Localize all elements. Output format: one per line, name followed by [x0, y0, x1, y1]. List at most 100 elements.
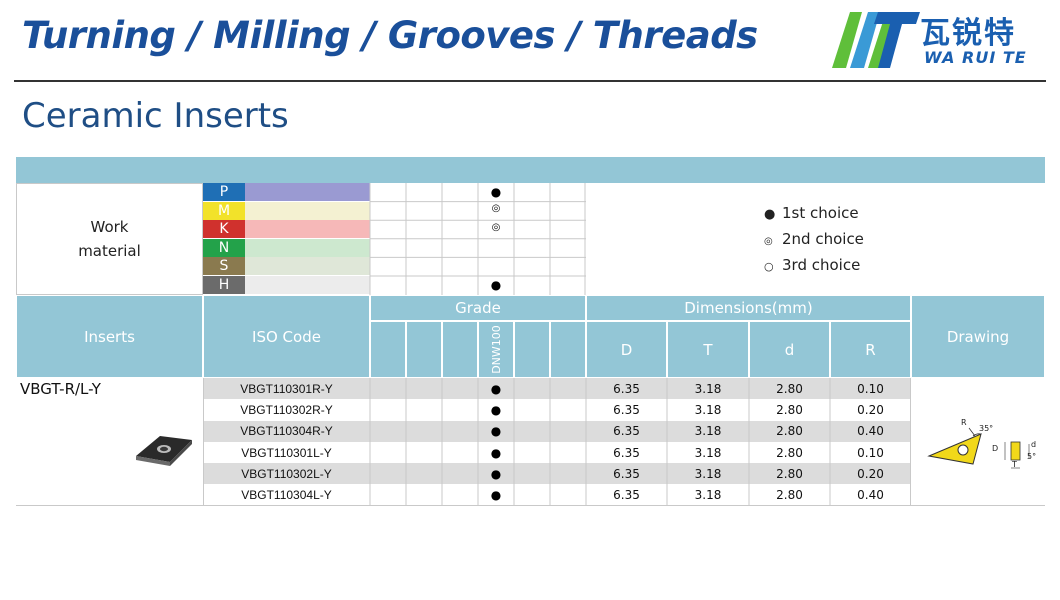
- grade-col-1: [370, 321, 406, 378]
- work-material-label-line2: material: [78, 242, 141, 260]
- drawing-label-d-upper: D: [992, 444, 999, 453]
- drawing-label-t: T: [1012, 460, 1017, 469]
- logo-chinese-text: 瓦锐特: [920, 16, 1016, 51]
- column-header-iso-code: ISO Code: [203, 295, 370, 378]
- iso-code-cell: VBGT110302R-Y: [240, 402, 333, 417]
- dim-d-lower-cell: 2.80: [776, 402, 803, 417]
- work-material-label-cell: Work material: [16, 183, 203, 295]
- header-divider: [14, 80, 1046, 82]
- drawing-label-angle: 35°: [979, 424, 994, 433]
- dim-d-lower-cell: 2.80: [776, 424, 803, 439]
- grade-col-dnw100: DNW100: [478, 321, 514, 378]
- material-band-n: [245, 238, 370, 257]
- dim-t-cell: 3.18: [694, 445, 722, 460]
- dim-d-lower-cell: 2.80: [776, 466, 803, 481]
- material-band-h: [245, 276, 370, 294]
- drawing-label-relief: 5°: [1027, 452, 1037, 461]
- material-mark-k: ◎: [491, 222, 501, 233]
- dim-d-upper-cell: 6.35: [613, 381, 640, 396]
- material-band-s: [245, 257, 370, 276]
- dim-d-upper-cell: 6.35: [613, 488, 640, 503]
- dim-d-upper-cell: 6.35: [613, 466, 640, 481]
- grade-mark-cell: ●: [490, 466, 502, 481]
- table-row: [203, 378, 911, 400]
- dim-d-upper-cell: 6.35: [613, 424, 640, 439]
- drawing-cell: R 35° D d 5° T: [911, 378, 1045, 506]
- logo-mark-icon: [832, 12, 920, 68]
- material-letter-n: N: [203, 238, 245, 257]
- legend-first-label: 1st choice: [782, 204, 859, 222]
- material-letter-m: M: [203, 201, 245, 220]
- material-letter-h: H: [203, 276, 245, 294]
- grade-mark-cell: ●: [490, 424, 502, 439]
- dim-r-cell: 0.40: [857, 488, 884, 503]
- dim-d-lower-cell: 2.80: [776, 381, 803, 396]
- section-title: Ceramic Inserts: [22, 96, 289, 136]
- material-rows: P M K N S H: [203, 183, 586, 295]
- grade-mark-cell: ●: [490, 402, 502, 417]
- insert-photo-icon: [136, 436, 192, 466]
- insert-family-cell: [16, 378, 203, 506]
- grade-mark-cell: ●: [490, 381, 502, 396]
- drawing-label-r: R: [961, 418, 967, 427]
- table-row: [203, 463, 911, 485]
- column-header-grade: Grade: [370, 295, 586, 321]
- material-mark-p: ●: [490, 185, 502, 199]
- dim-r-cell: 0.10: [857, 381, 884, 396]
- grade-col-6: [550, 321, 586, 378]
- material-mark-m: ◎: [491, 203, 501, 214]
- dim-t-cell: 3.18: [694, 424, 722, 439]
- table-row: [203, 420, 911, 442]
- grade-col-3: [442, 321, 478, 378]
- column-header-d-upper: D: [586, 321, 667, 378]
- dim-r-cell: 0.20: [857, 402, 884, 417]
- dim-d-lower-cell: 2.80: [776, 488, 803, 503]
- dim-d-upper-cell: 6.35: [613, 402, 640, 417]
- table-row: [203, 399, 911, 421]
- iso-code-cell: VBGT110302L-Y: [241, 466, 332, 481]
- legend-second-symbol: ◎: [764, 236, 773, 247]
- iso-code-cell: VBGT110304R-Y: [240, 424, 333, 439]
- legend-third-label: 3rd choice: [782, 256, 861, 274]
- company-logo: 瓦锐特 WA RUI TE: [828, 8, 1048, 70]
- iso-code-cell: VBGT110301R-Y: [240, 381, 333, 396]
- column-header-d-lower: d: [749, 321, 830, 378]
- legend-third-symbol: ○: [764, 260, 774, 273]
- table-top-bar: [16, 157, 1045, 183]
- material-mark-h: ●: [490, 278, 502, 292]
- dim-t-cell: 3.18: [694, 488, 722, 503]
- insert-family-label: VBGT-R/L-Y: [20, 380, 101, 398]
- column-header-drawing: Drawing: [911, 295, 1045, 378]
- dim-d-lower-cell: 2.80: [776, 445, 803, 460]
- insert-drawing-icon: [927, 427, 1030, 469]
- column-header-t: T: [667, 321, 749, 378]
- drawing-label-d-lower: d: [1031, 440, 1037, 449]
- iso-code-cell: VBGT110304L-Y: [241, 488, 332, 503]
- table-row: [203, 484, 911, 506]
- column-header-inserts: Inserts: [16, 295, 203, 378]
- logo-english-text: WA RUI TE: [924, 48, 1027, 67]
- material-grid: [369, 183, 586, 295]
- legend-first-symbol: ●: [764, 207, 776, 222]
- grade-col-5: [514, 321, 550, 378]
- dim-r-cell: 0.10: [857, 445, 884, 460]
- grade-mark-cell: ●: [490, 488, 502, 503]
- dim-d-upper-cell: 6.35: [613, 445, 640, 460]
- iso-code-cell: VBGT110301L-Y: [241, 445, 332, 460]
- legend-third-choice: ○ 3rd choice: [764, 256, 860, 274]
- dim-r-cell: 0.40: [857, 424, 884, 439]
- material-band-k: [245, 220, 370, 239]
- dim-t-cell: 3.18: [694, 381, 722, 396]
- column-header-dimensions: Dimensions(mm): [586, 295, 911, 321]
- material-band-m: [245, 201, 370, 220]
- data-grid: [203, 378, 911, 506]
- legend-second-choice: ◎ 2nd choice: [764, 230, 864, 248]
- grade-name-label: DNW100: [489, 325, 503, 374]
- table-row: [203, 441, 911, 464]
- material-band-p: [245, 183, 370, 201]
- column-header-r: R: [830, 321, 911, 378]
- dim-r-cell: 0.20: [857, 466, 884, 481]
- dim-t-cell: 3.18: [694, 402, 722, 417]
- material-letter-p: P: [203, 183, 245, 201]
- work-material-label-line1: Work: [90, 218, 129, 236]
